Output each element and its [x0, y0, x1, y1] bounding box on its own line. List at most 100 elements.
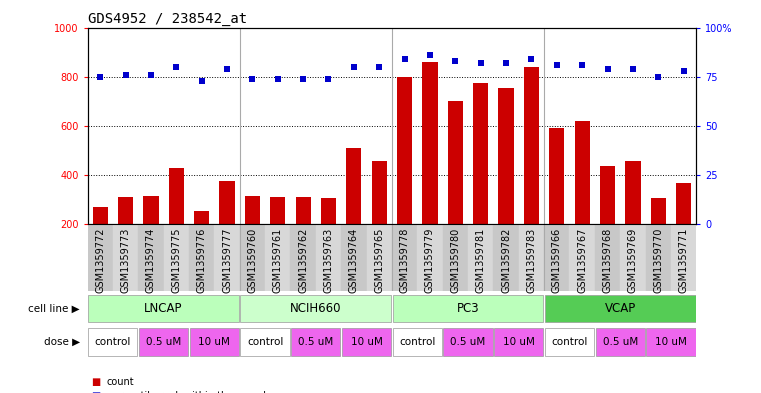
Text: 10 uM: 10 uM: [351, 337, 383, 347]
Bar: [595, 224, 620, 291]
Bar: [569, 224, 595, 291]
Text: GSM1359769: GSM1359769: [628, 227, 638, 293]
Bar: [291, 224, 316, 291]
Bar: [164, 224, 189, 291]
Bar: [194, 211, 209, 224]
Bar: [245, 196, 260, 224]
Point: [272, 75, 284, 82]
Text: 10 uM: 10 uM: [199, 337, 231, 347]
Bar: [671, 224, 696, 291]
Text: GSM1359779: GSM1359779: [425, 227, 435, 293]
Point: [221, 66, 233, 72]
Bar: [367, 224, 392, 291]
Text: GSM1359781: GSM1359781: [476, 227, 486, 293]
Point: [601, 66, 613, 72]
Bar: [393, 295, 543, 322]
Text: 10 uM: 10 uM: [503, 337, 535, 347]
Bar: [113, 224, 139, 291]
Text: 0.5 uM: 0.5 uM: [603, 337, 638, 347]
Bar: [494, 328, 543, 356]
Text: count: count: [107, 377, 134, 387]
Point: [247, 75, 259, 82]
Text: GSM1359765: GSM1359765: [374, 227, 384, 293]
Bar: [169, 167, 184, 224]
Bar: [291, 328, 340, 356]
Bar: [342, 328, 391, 356]
Point: [399, 56, 411, 62]
Point: [525, 56, 537, 62]
Bar: [651, 198, 666, 224]
Bar: [493, 224, 519, 291]
Bar: [393, 328, 442, 356]
Bar: [519, 224, 544, 291]
Bar: [189, 224, 215, 291]
Text: ■: ■: [91, 377, 100, 387]
Text: GSM1359774: GSM1359774: [146, 227, 156, 293]
Bar: [215, 224, 240, 291]
Bar: [240, 328, 290, 356]
Text: 0.5 uM: 0.5 uM: [146, 337, 181, 347]
Bar: [545, 295, 696, 322]
Text: control: control: [551, 337, 587, 347]
Text: GSM1359777: GSM1359777: [222, 227, 232, 293]
Text: ■: ■: [91, 391, 100, 393]
Text: GSM1359778: GSM1359778: [400, 227, 409, 293]
Bar: [139, 328, 188, 356]
Bar: [189, 328, 239, 356]
Bar: [240, 295, 391, 322]
Bar: [498, 88, 514, 224]
Text: PC3: PC3: [457, 302, 479, 315]
Point: [196, 77, 208, 84]
Point: [449, 58, 461, 64]
Text: 0.5 uM: 0.5 uM: [298, 337, 333, 347]
Bar: [422, 62, 438, 224]
Bar: [443, 224, 468, 291]
Bar: [645, 224, 671, 291]
Text: LNCAP: LNCAP: [145, 302, 183, 315]
Text: VCAP: VCAP: [604, 302, 636, 315]
Text: GSM1359772: GSM1359772: [95, 227, 105, 293]
Bar: [240, 224, 265, 291]
Bar: [417, 224, 443, 291]
Bar: [88, 224, 113, 291]
Point: [373, 64, 385, 70]
Text: GSM1359764: GSM1359764: [349, 227, 359, 293]
Bar: [270, 197, 285, 224]
Text: percentile rank within the sample: percentile rank within the sample: [107, 391, 272, 393]
Text: GDS4952 / 238542_at: GDS4952 / 238542_at: [88, 13, 247, 26]
Point: [475, 60, 487, 66]
Text: GSM1359768: GSM1359768: [603, 227, 613, 293]
Text: control: control: [399, 337, 435, 347]
Text: control: control: [247, 337, 283, 347]
Bar: [549, 128, 565, 224]
Bar: [118, 197, 133, 224]
Bar: [620, 224, 645, 291]
Text: GSM1359770: GSM1359770: [653, 227, 664, 293]
Text: GSM1359773: GSM1359773: [120, 227, 131, 293]
Bar: [468, 224, 493, 291]
Text: cell line ▶: cell line ▶: [28, 303, 80, 314]
Text: GSM1359766: GSM1359766: [552, 227, 562, 293]
Bar: [444, 328, 492, 356]
Bar: [88, 328, 138, 356]
Bar: [88, 295, 239, 322]
Point: [145, 72, 157, 78]
Bar: [316, 224, 341, 291]
Point: [424, 52, 436, 58]
Point: [652, 73, 664, 80]
Point: [500, 60, 512, 66]
Bar: [600, 166, 615, 224]
Text: GSM1359763: GSM1359763: [323, 227, 333, 293]
Bar: [575, 121, 590, 224]
Bar: [447, 101, 463, 224]
Point: [297, 75, 309, 82]
Text: GSM1359767: GSM1359767: [577, 227, 587, 293]
Point: [94, 73, 107, 80]
Bar: [545, 328, 594, 356]
Text: GSM1359775: GSM1359775: [171, 227, 181, 293]
Bar: [676, 184, 691, 224]
Point: [576, 62, 588, 68]
Point: [677, 68, 689, 74]
Text: NCIH660: NCIH660: [290, 302, 342, 315]
Bar: [139, 224, 164, 291]
